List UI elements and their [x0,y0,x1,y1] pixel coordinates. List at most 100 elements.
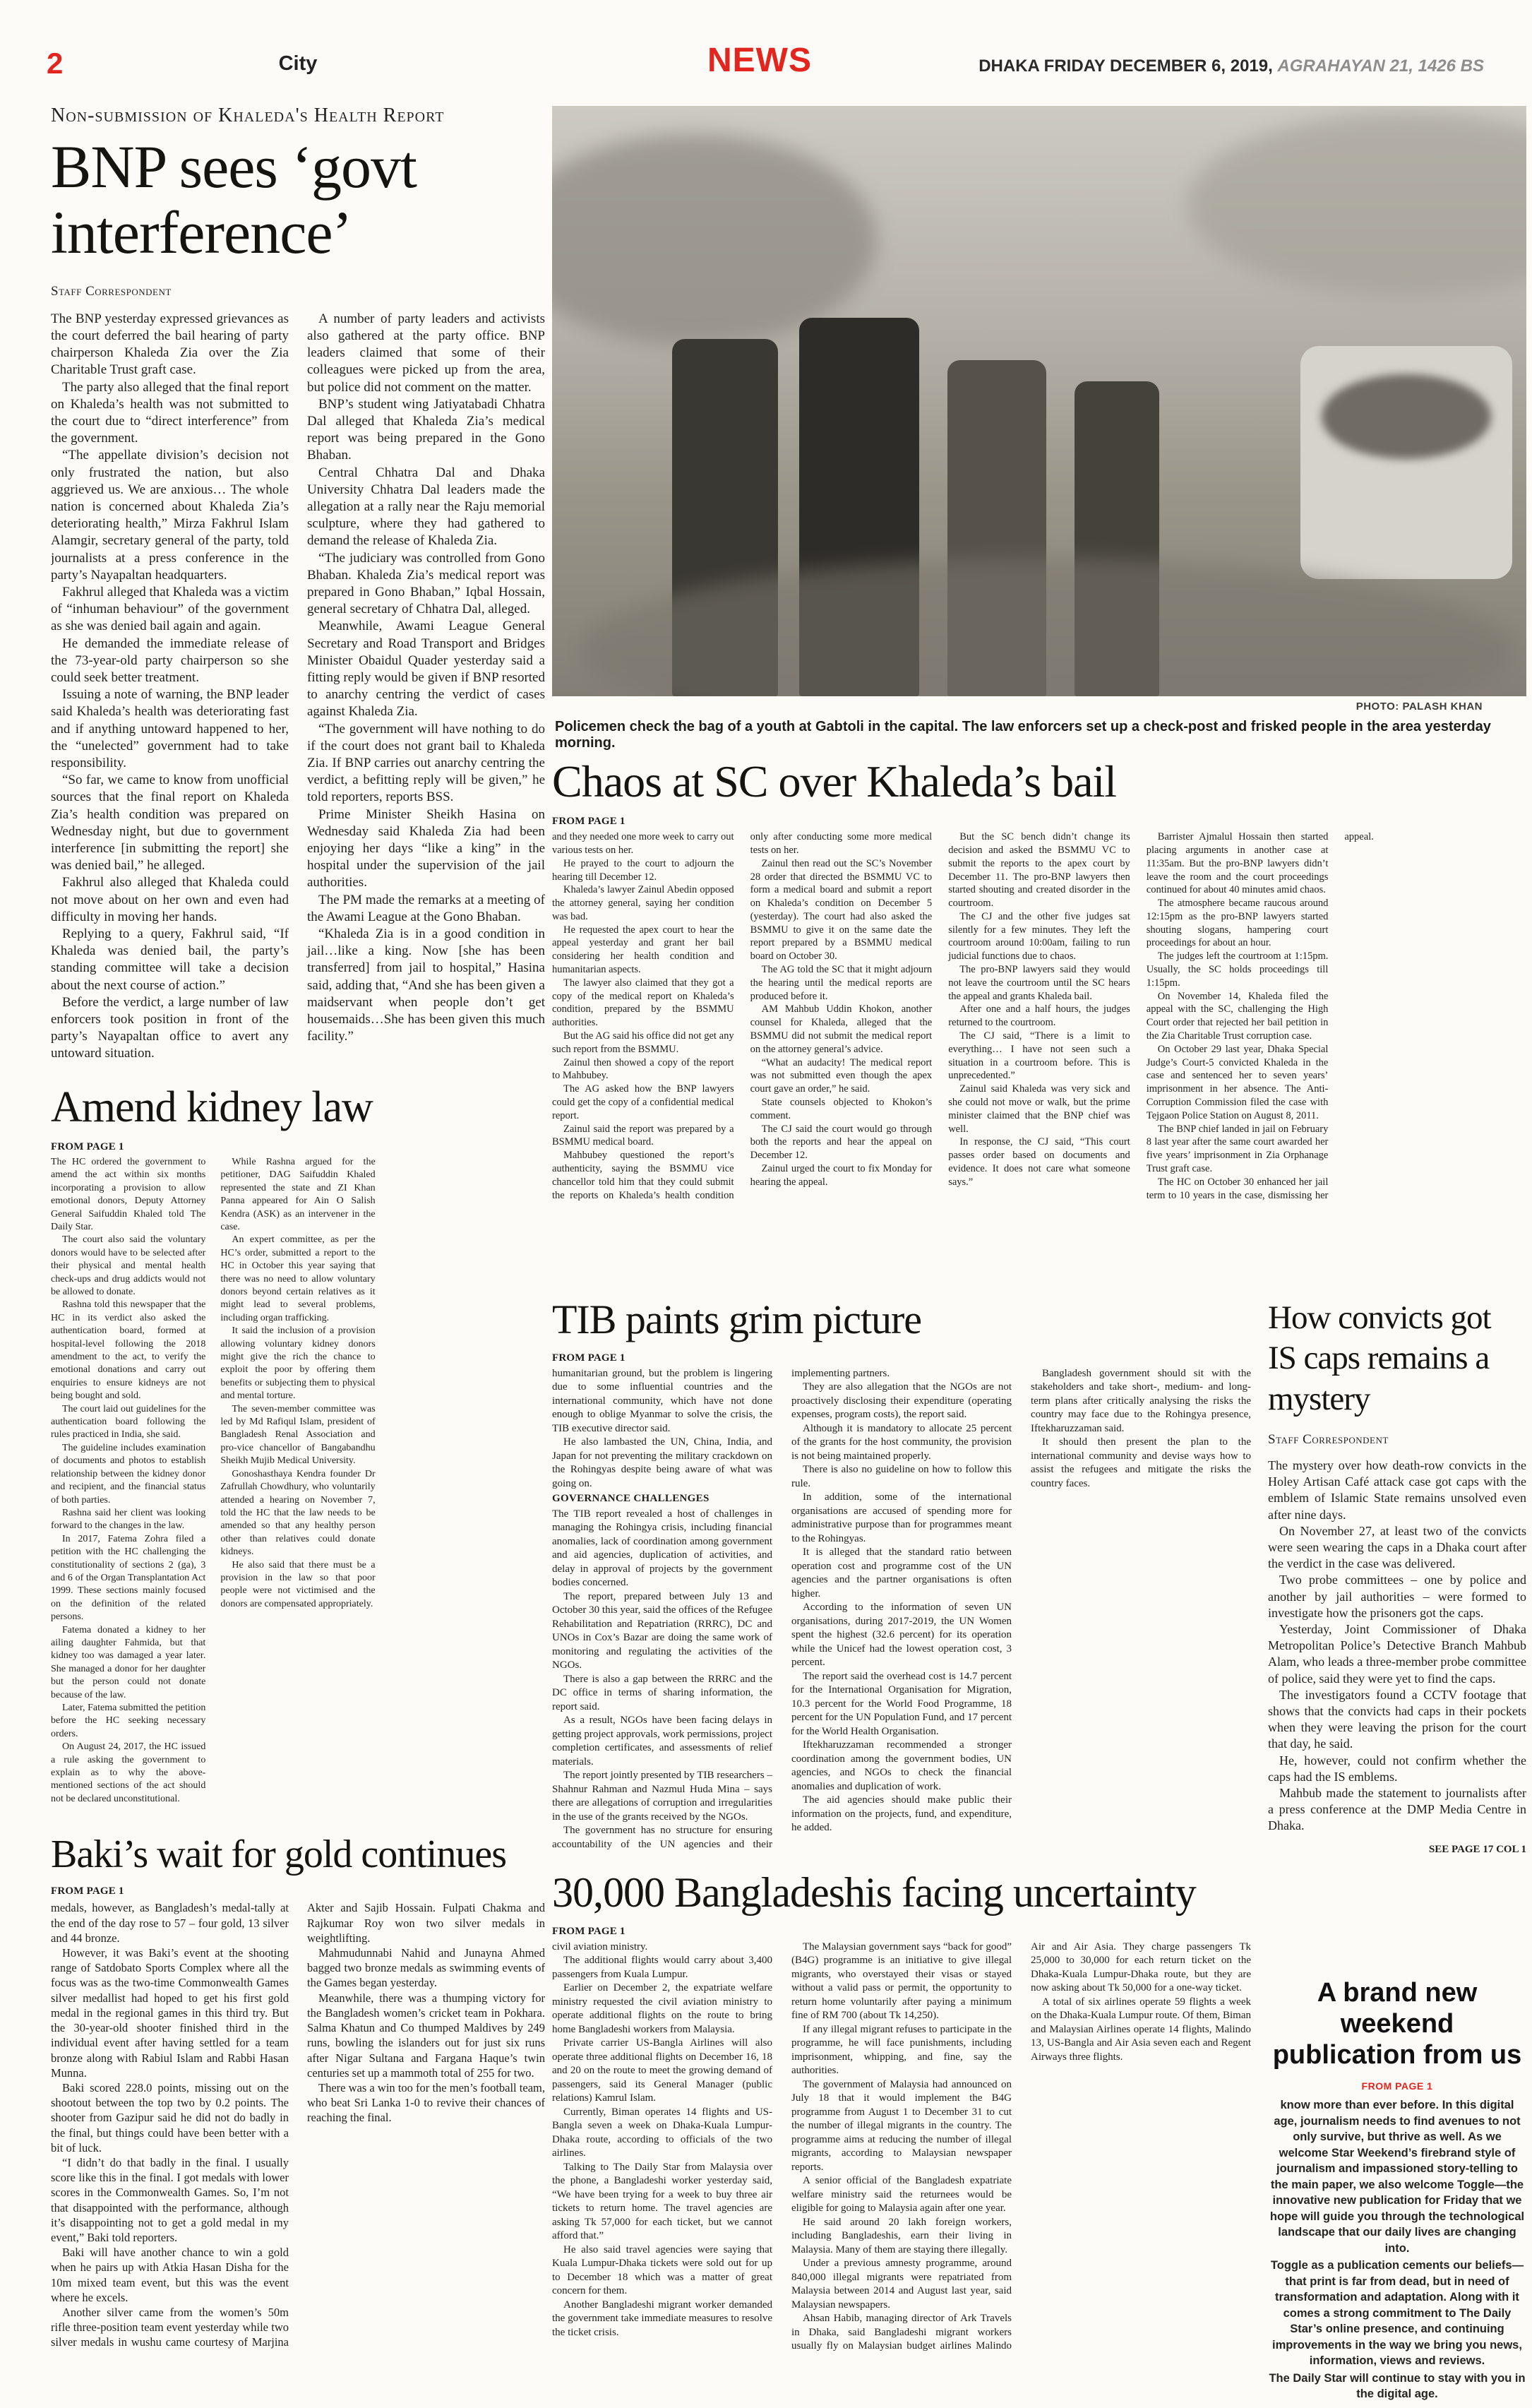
paragraph: Later, Fatema submitted the petition bef… [51,1703,206,1739]
paragraph: Zainul urged the court to fix Monday for… [750,1163,933,1188]
paragraph: He, however, could not confirm whether t… [1268,1753,1526,1784]
article-tib-body-part1: humanitarian ground, but the problem is … [552,1367,772,1491]
paragraph: The report said the overhead cost is 14.… [791,1670,1012,1737]
paragraph: Currently, Biman operates 14 flights and… [552,2106,772,2159]
paragraph: He prayed to the court to adjourn the he… [552,857,734,883]
paragraph: Zainul said the report was prepared by a… [552,1123,734,1148]
photo-foreground-shadow [580,558,1512,696]
article-chaos-from-page: FROM PAGE 1 [552,816,626,828]
article-tib-headline: TIB paints grim picture [552,1297,922,1342]
article-baki-headline: Baki’s wait for gold continues [51,1832,507,1876]
weekend-headline: A brand new weekend publication from us [1272,1978,1522,2070]
article-kidney: Amend kidney law FROM PAGE 1 The HC orde… [51,1084,545,1827]
paragraph: The CJ and the other five judges sat sil… [948,910,1130,962]
article-bnp-kicker: Non-submission of Khaleda's Health Repor… [51,105,445,126]
paragraph: The AG told the SC that it might adjourn… [750,964,933,1002]
article-mystery-see-more: SEE PAGE 17 COL 1 [1428,1843,1526,1855]
paragraph: Meanwhile, Awami League General Secretar… [307,619,545,720]
article-tib-body-part2: The TIB report revealed a host of challe… [552,1367,1251,1861]
paragraph: Issuing a note of warning, the BNP leade… [51,687,289,771]
paragraph: Yesterday, Joint Commissioner of Dhaka M… [1268,1622,1526,1686]
news-photo [552,106,1526,696]
paragraph: Baki will have another chance to win a g… [51,2246,289,2304]
dateline-gregorian: DHAKA FRIDAY DECEMBER 6, 2019, [979,56,1278,76]
paragraph: “Khaleda Zia is in a good condition in j… [307,926,545,1044]
paragraph: medals, however, as Bangladesh’s medal-t… [51,1901,289,1945]
paragraph: Khaleda’s lawyer Zainul Abedin opposed t… [552,884,734,922]
weekend-body: know more than ever before. In this digi… [1268,2097,1526,2402]
paragraph: In addition, some of the international o… [791,1491,1012,1544]
paragraph: There is also no guideline on how to fol… [791,1464,1012,1489]
paragraph: know more than ever before. In this digi… [1269,2099,1525,2255]
paragraph: Replying to a query, Fakhrul said, “If K… [51,926,289,993]
paragraph: The judges left the courtroom at 1:15pm.… [1146,950,1329,989]
paragraph: An expert committee, as per the HC’s ord… [220,1234,376,1323]
paragraph: The CJ said the court would go through b… [750,1123,933,1162]
paragraph: He said around 20 lakh foreign workers, … [791,2216,1012,2255]
article-mystery-byline: Staff Correspondent [1268,1431,1389,1447]
article-mystery-headline: How convicts got IS caps remains a myste… [1268,1299,1492,1417]
paragraph: The HC ordered the government to amend t… [51,1156,206,1232]
paragraph: The atmosphere became raucous around 12:… [1146,898,1329,949]
paragraph: Before the verdict, a large number of la… [51,994,289,1061]
paragraph: The report jointly presented by TIB rese… [552,1770,772,1823]
article-kidney-from-page: FROM PAGE 1 [51,1140,124,1152]
paragraph: The BNP chief landed in jail on February… [1146,1123,1329,1175]
article-bnp: Non-submission of Khaleda's Health Repor… [51,105,545,1070]
paragraph: The BNP yesterday expressed grievances a… [51,311,289,378]
paragraph: Talking to The Daily Star from Malaysia … [552,2161,772,2242]
paragraph: “The appellate division’s decision not o… [51,448,289,583]
paragraph: Another silver came from the women’s 50m… [51,1901,545,2349]
paragraph: civil aviation ministry. [552,1941,648,1953]
paragraph: “The judiciary was controlled from Gono … [307,550,545,617]
paragraph: “What an audacity! The medical report wa… [750,1056,933,1095]
paragraph: The party also alleged that the final re… [51,379,289,446]
paragraph: A senior official of the Bangladesh expa… [791,2175,1012,2215]
paragraph: The Daily Star will continue to stay wit… [1269,2371,1526,2401]
paragraph: A total of six airlines operate 59 fligh… [1031,1996,1251,2063]
weekend-from-page: FROM PAGE 1 [1361,2080,1433,2092]
paragraph: However, it was Baki’s event at the shoo… [51,1946,289,2080]
paragraph: There was a win too for the men’s footba… [307,2080,545,2125]
paragraph: Although it is mandatory to allocate 25 … [791,1422,1012,1462]
paragraph: The government of Malaysia had announced… [791,2078,1012,2173]
paragraph: BNP’s student wing Jatiyatabadi Chhatra … [307,396,545,463]
paragraph: Earlier on December 2, the expatriate we… [552,1982,772,2035]
paragraph: Prime Minister Sheikh Hasina on Wednesda… [307,806,545,890]
article-kidney-body: The HC ordered the government to amend t… [51,1156,545,1827]
article-mystery-paragraphs: The mystery over how death-row convicts … [1268,1458,1526,1835]
paragraph: State counsels objected to Khokon’s comm… [750,1097,933,1121]
article-uncertainty: 30,000 Bangladeshis facing uncertainty F… [552,1870,1251,2364]
paragraph: On August 24, 2017, the HC issued a rule… [51,1741,206,1804]
paragraph: The additional flights would carry about… [552,1955,772,1980]
article-tib-body: humanitarian ground, but the problem is … [552,1367,1251,1861]
paragraph: The lawyer also claimed that they got a … [552,977,734,1029]
paragraph: The Malaysian government says “back for … [791,1941,1012,2022]
article-uncertainty-from-page: FROM PAGE 1 [552,1925,626,1937]
paragraph: Mahbub made the statement to journalists… [1268,1786,1526,1833]
article-bnp-headline: BNP sees ‘govt interference’ [51,133,417,266]
paragraph: He also said travel agencies were saying… [552,2243,772,2297]
paragraph: The court also said the voluntary donors… [51,1234,206,1298]
paragraph: Two probe committees – one by police and… [1268,1573,1526,1620]
paragraph: Mahbubey questioned the report’s authent… [552,831,933,1201]
paragraph: They are also allegation that the NGOs a… [791,1381,1012,1421]
paragraph: Fakhrul also alleged that Khaleda could … [51,875,289,924]
paragraph: But the AG said his office did not get a… [552,1030,734,1055]
paragraph: and they needed one more week to carry o… [552,831,734,856]
article-tib: TIB paints grim picture FROM PAGE 1 huma… [552,1297,1251,1861]
paragraph: He also lambasted the UN, China, India, … [552,1436,772,1489]
article-tib-from-page: FROM PAGE 1 [552,1352,626,1364]
paragraph: Rashna told this newspaper that the HC i… [51,1299,206,1402]
paragraph: The aid agencies should make public thei… [791,1794,1012,1834]
paragraph: Mahmudunnabi Nahid and Junayna Ahmed bag… [307,1946,545,1990]
paragraph: “So far, we came to know from unofficial… [51,773,289,874]
paragraph: After one and a half hours, the judges r… [948,1003,1130,1029]
paragraph: It should then present the plan to the i… [1031,1436,1251,1489]
article-mystery-body: The mystery over how death-row convicts … [1268,1458,1526,1887]
photo-background-foliage [552,134,877,346]
paragraph: Iftekharuzzaman recommended a stronger c… [791,1739,1012,1792]
paragraph: Meanwhile, there was a thumping victory … [307,1991,545,2080]
paragraph: Zainul then read out the SC’s November 2… [750,857,933,962]
paragraph: On October 29 last year, Dhaka Special J… [1146,1043,1329,1121]
